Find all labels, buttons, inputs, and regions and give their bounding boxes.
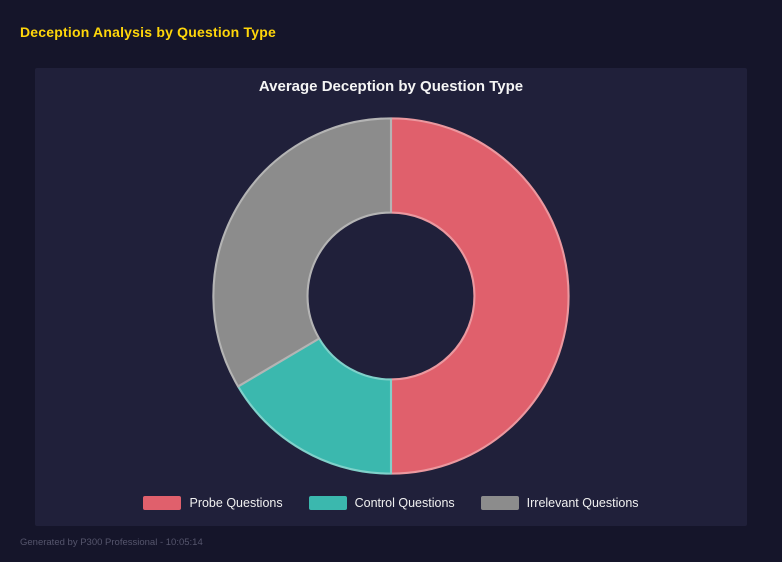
chart-panel: Average Deception by Question Type Probe… xyxy=(35,68,747,526)
legend-label: Irrelevant Questions xyxy=(526,496,639,510)
chart-legend: Probe Questions Control Questions Irreleva… xyxy=(143,496,639,510)
donut-chart xyxy=(212,116,570,475)
legend-swatch xyxy=(308,496,347,510)
legend-item: Probe Questions xyxy=(143,496,283,510)
page-title: Deception Analysis by Question Type xyxy=(20,24,276,40)
status-bar-text: Generated by P300 Professional - 10:05:1… xyxy=(20,537,203,548)
legend-swatch xyxy=(480,496,519,510)
donut-chart-area xyxy=(35,95,747,496)
legend-label: Probe Questions xyxy=(189,496,283,510)
legend-item: Control Questions xyxy=(308,496,455,510)
legend-label: Control Questions xyxy=(354,496,455,510)
legend-item: Irrelevant Questions xyxy=(480,496,639,510)
donut-slice-0 xyxy=(389,116,570,475)
donut-slice-2 xyxy=(212,116,393,387)
chart-title: Average Deception by Question Type xyxy=(258,78,524,95)
donut-slice-1 xyxy=(237,336,393,475)
legend-swatch xyxy=(143,496,182,510)
